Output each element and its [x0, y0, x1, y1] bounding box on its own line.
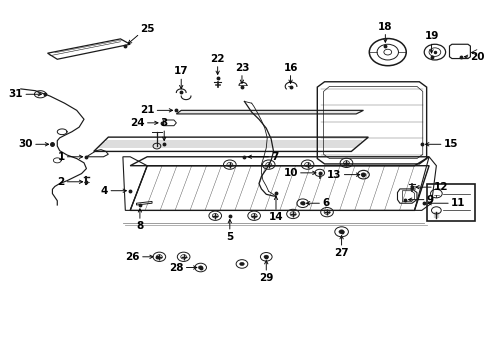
Text: 22: 22	[210, 54, 225, 64]
Text: 5: 5	[226, 232, 233, 242]
Bar	[427, 184, 475, 221]
Text: 6: 6	[322, 198, 329, 208]
Text: 30: 30	[19, 139, 33, 149]
Text: 28: 28	[169, 262, 184, 273]
Text: 8: 8	[136, 221, 144, 231]
Text: 9: 9	[427, 195, 434, 204]
Text: 24: 24	[130, 118, 145, 128]
Text: 16: 16	[283, 63, 298, 73]
Circle shape	[300, 202, 305, 205]
Text: 11: 11	[451, 198, 465, 208]
Text: 19: 19	[424, 31, 439, 41]
Text: 7: 7	[271, 152, 278, 162]
Text: 29: 29	[259, 273, 273, 283]
Text: 26: 26	[125, 252, 140, 262]
Circle shape	[264, 255, 269, 258]
Circle shape	[361, 173, 366, 176]
Text: 31: 31	[9, 89, 23, 99]
Text: 3: 3	[161, 118, 168, 128]
Text: 21: 21	[140, 105, 154, 115]
Text: 25: 25	[140, 23, 154, 33]
Text: 23: 23	[235, 63, 249, 73]
Text: 4: 4	[101, 186, 108, 196]
Text: 12: 12	[434, 182, 448, 192]
Text: 17: 17	[174, 66, 189, 76]
Text: 14: 14	[269, 212, 283, 222]
Text: 15: 15	[443, 139, 458, 149]
Text: 20: 20	[470, 52, 485, 62]
Text: 18: 18	[378, 22, 392, 32]
Text: 1: 1	[57, 152, 65, 162]
Circle shape	[339, 230, 344, 234]
Text: 10: 10	[283, 168, 298, 178]
Text: 27: 27	[334, 248, 349, 258]
Text: 2: 2	[57, 177, 65, 187]
Text: 13: 13	[327, 170, 342, 180]
Circle shape	[198, 266, 203, 269]
Circle shape	[240, 262, 245, 266]
